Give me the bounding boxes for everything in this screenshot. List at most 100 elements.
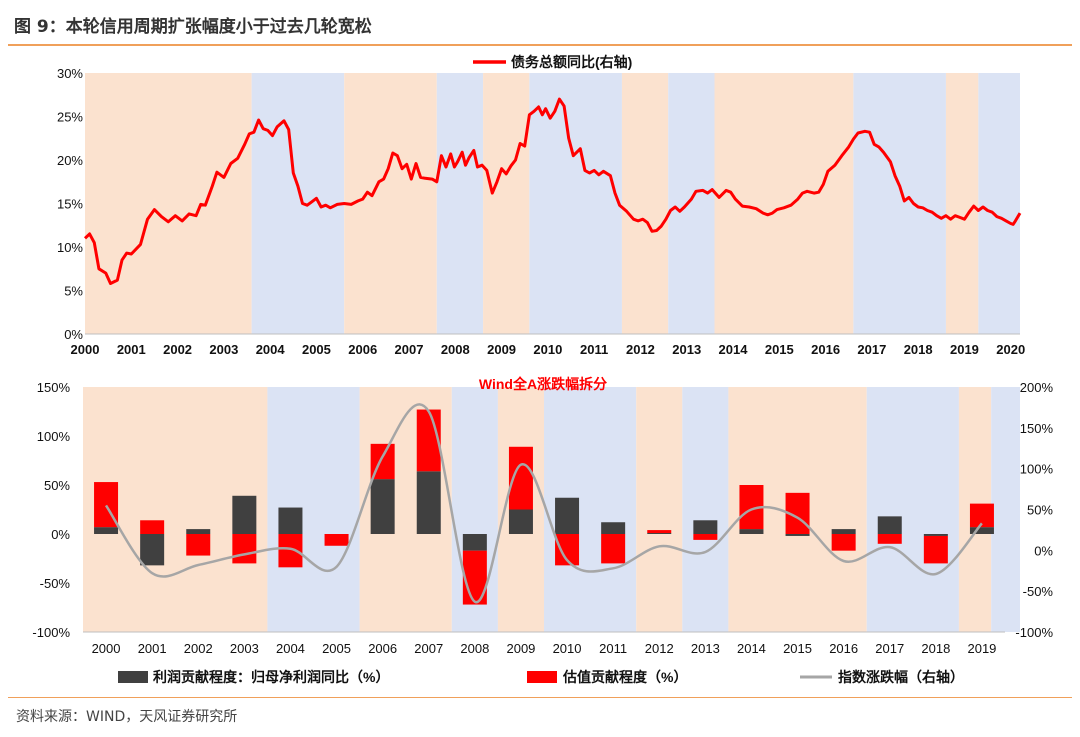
figure-title: 图 9：本轮信用周期扩张幅度小于过去几轮宽松 [14,17,372,37]
bottom-x-tick-label: 2001 [138,641,167,656]
legend-label-index: 指数涨跌幅（右轴） [838,669,964,685]
top-chart-bands [85,73,1020,334]
top-x-tick-label: 2008 [441,342,470,357]
bottom-right-tick-label: -100% [1015,625,1053,640]
bottom-x-tick-label: 2019 [967,641,996,656]
bottom-x-tick-label: 2017 [875,641,904,656]
profit-bar [969,527,994,534]
bottom-left-tick-label: 100% [37,429,71,444]
profit-bar [647,533,672,534]
profit-bar [785,534,810,536]
debt-yoy-line [83,97,1022,285]
bottom-band-11 [991,387,1020,632]
bottom-x-tick-label: 2006 [368,641,397,656]
top-x-tick-label: 2002 [163,342,192,357]
profit-bar [508,509,533,534]
top-chart-legend: 债务总额同比(右轴) [473,54,632,70]
valuation-bar [232,534,257,564]
valuation-bar [693,534,718,540]
profit-bar [232,495,257,534]
bottom-right-tick-label: 0% [1034,543,1053,558]
bottom-right-tick-label: 200% [1020,380,1054,395]
profit-bar [140,534,165,566]
top-x-tick-label: 2016 [811,342,840,357]
valuation-bar [831,534,856,551]
bottom-x-tick-label: 2012 [645,641,674,656]
bottom-x-tick-label: 2018 [921,641,950,656]
top-x-tick-label: 2012 [626,342,655,357]
top-band-11 [978,73,1020,334]
top-x-tick-label: 2018 [904,342,933,357]
legend-label-debt-yoy: 债务总额同比(右轴) [511,54,632,70]
legend-swatch-valuation [527,671,557,683]
bottom-x-tick-label: 2014 [737,641,766,656]
bottom-x-tick-label: 2016 [829,641,858,656]
top-band-3 [436,73,484,334]
profit-bar [94,527,119,534]
bottom-right-tick-label: 50% [1027,503,1053,518]
bottom-x-tick-label: 2003 [230,641,259,656]
profit-bar [831,529,856,534]
top-y-tick-label: 25% [57,110,83,125]
profit-bar [416,471,441,534]
valuation-bar [923,535,948,564]
top-band-2 [344,73,437,334]
profit-bar [693,520,718,534]
top-y-tick-label: 5% [64,284,83,299]
bottom-x-tick-label: 2004 [276,641,305,656]
top-x-tick-label: 2017 [857,342,886,357]
bottom-x-tick-label: 2010 [553,641,582,656]
bottom-x-tick-label: 2005 [322,641,351,656]
profit-bar [923,534,948,536]
valuation-bar [140,520,165,534]
bottom-chart-line [104,403,983,604]
top-chart-line [83,97,1022,285]
bottom-left-tick-label: -50% [40,576,71,591]
valuation-bar [278,534,303,568]
top-x-tick-label: 2000 [71,342,100,357]
legend-label-profit: 利润贡献程度：归母净利润同比（%） [153,669,389,685]
bottom-left-tick-label: 0% [51,527,70,542]
profit-bar [186,529,211,534]
bottom-band-7 [682,387,729,632]
top-y-tick-label: 20% [57,153,83,168]
valuation-bar [186,534,211,556]
title-divider [8,44,1072,46]
bottom-left-tick-label: 150% [37,380,71,395]
top-x-tick-label: 2015 [765,342,794,357]
profit-bar [877,516,902,534]
top-band-0 [85,73,252,334]
valuation-bar [601,534,626,564]
bottom-right-tick-label: 100% [1020,462,1054,477]
bottom-chart-legend: 利润贡献程度：归母净利润同比（%） 估值贡献程度（%） 指数涨跌幅（右轴） [118,669,964,685]
top-x-tick-label: 2011 [580,342,608,357]
top-x-tick-label: 2006 [348,342,377,357]
top-band-7 [668,73,715,334]
profit-bar [278,507,303,534]
top-y-tick-label: 30% [57,66,83,81]
bottom-x-tick-label: 2002 [184,641,213,656]
top-band-10 [945,73,979,334]
profit-bar [370,479,395,534]
top-chart-axes: 0% 5% 10% 15% 20% 25% 30% 2000 2001 2002 2003 2004 2… [57,66,1025,357]
legend-swatch-profit [118,671,148,683]
legend-label-valuation: 估值贡献程度（%） [562,669,687,685]
top-x-tick-label: 2005 [302,342,331,357]
bottom-chart-axes: 150% 100% 50% 0% -50% -100% 200% 150% 100% 50% 0% -… [32,380,1053,656]
bottom-x-tick-label: 2013 [691,641,720,656]
top-x-tick-label: 2001 [117,342,146,357]
top-y-tick-label: 10% [57,240,83,255]
valuation-bar [416,409,441,472]
bottom-chart-bands [83,387,1020,632]
bottom-left-tick-label: 50% [44,478,70,493]
valuation-bar [877,534,902,544]
valuation-bar [969,503,994,528]
source-note: 资料来源：WIND，天风证券研究所 [16,709,238,725]
bottom-left-tick-label: -100% [32,625,70,640]
top-band-9 [853,73,946,334]
top-y-tick-label: 15% [57,197,83,212]
profit-bar [462,534,487,551]
bottom-chart-title: Wind全A涨跌幅拆分 [479,376,607,392]
bottom-x-tick-label: 2000 [92,641,121,656]
